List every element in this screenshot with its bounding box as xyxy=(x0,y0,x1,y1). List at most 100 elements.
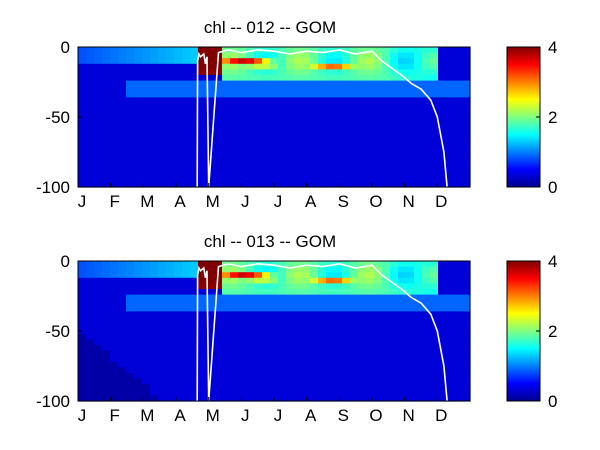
heatmap-cell xyxy=(302,103,311,110)
heatmap-cell xyxy=(94,170,103,177)
heatmap-cell xyxy=(310,52,319,59)
heatmap-cell xyxy=(278,350,287,357)
heatmap-cell xyxy=(86,384,95,391)
heatmap-cell xyxy=(414,52,423,59)
heatmap-cell xyxy=(158,277,167,284)
heatmap-cell xyxy=(182,164,191,171)
heatmap-cell xyxy=(454,119,463,126)
heatmap-cell xyxy=(110,389,119,396)
heatmap-cell xyxy=(94,114,103,121)
heatmap-cell xyxy=(350,361,359,368)
heatmap-cell xyxy=(142,300,151,307)
heatmap-cell xyxy=(422,142,431,149)
heatmap-cell xyxy=(222,86,231,93)
heatmap-cell xyxy=(438,47,447,54)
heatmap-cell xyxy=(454,52,463,59)
heatmap-cell xyxy=(374,317,383,324)
heatmap-cell xyxy=(350,181,359,188)
heatmap-cell xyxy=(150,69,159,76)
heatmap-cell xyxy=(302,266,311,273)
heatmap-cell xyxy=(158,63,167,70)
heatmap-cell xyxy=(198,69,207,76)
heatmap-cell xyxy=(78,75,87,82)
heatmap-cell xyxy=(166,103,175,110)
heatmap-cell xyxy=(174,153,183,160)
heatmap-cell xyxy=(278,80,287,87)
heatmap-cell xyxy=(398,164,407,171)
heatmap-cell xyxy=(438,80,447,87)
colorbar-tick-label: 4 xyxy=(548,252,557,271)
heatmap-cell xyxy=(358,356,367,363)
heatmap-cell xyxy=(126,80,135,87)
heatmap-cell xyxy=(342,175,351,182)
heatmap-cell xyxy=(102,283,111,290)
colorbar-1 xyxy=(506,46,541,188)
heatmap-cell xyxy=(222,395,231,402)
heatmap-cell xyxy=(214,373,223,380)
heatmap-cell xyxy=(390,389,399,396)
heatmap-cell xyxy=(166,333,175,340)
heatmap-cell xyxy=(222,97,231,104)
heatmap-cell xyxy=(118,119,127,126)
heatmap-cell xyxy=(150,97,159,104)
heatmap-cell xyxy=(382,266,391,273)
heatmap-cell xyxy=(454,322,463,329)
heatmap-cell xyxy=(374,322,383,329)
heatmap-cell xyxy=(342,131,351,138)
heatmap-cell xyxy=(358,373,367,380)
heatmap-cell xyxy=(78,142,87,149)
heatmap-cell xyxy=(222,119,231,126)
heatmap-cell xyxy=(222,153,231,160)
heatmap-cell xyxy=(190,333,199,340)
heatmap-cell xyxy=(254,58,263,65)
heatmap-cell xyxy=(334,147,343,154)
heatmap-cell xyxy=(422,103,431,110)
heatmap-cell xyxy=(166,47,175,54)
heatmap-cell xyxy=(334,300,343,307)
heatmap-cell xyxy=(134,294,143,301)
heatmap-cell xyxy=(246,159,255,166)
heatmap-cell xyxy=(134,378,143,385)
heatmap-cell xyxy=(422,289,431,296)
heatmap-cell xyxy=(246,294,255,301)
heatmap-cell xyxy=(238,322,247,329)
heatmap-cell xyxy=(222,80,231,87)
heatmap-cell xyxy=(262,131,271,138)
heatmap-cell xyxy=(366,317,375,324)
heatmap-cell xyxy=(326,294,335,301)
heatmap-cell xyxy=(182,261,191,268)
heatmap-cell xyxy=(254,75,263,82)
heatmap-cell xyxy=(102,159,111,166)
heatmap-cell xyxy=(238,75,247,82)
heatmap-cell xyxy=(190,103,199,110)
heatmap-cell xyxy=(182,305,191,312)
heatmap-cell xyxy=(134,367,143,374)
heatmap-cell xyxy=(206,69,215,76)
heatmap-cell xyxy=(262,367,271,374)
heatmap-cell xyxy=(334,170,343,177)
heatmap-cell xyxy=(78,272,87,279)
heatmap-cell xyxy=(254,333,263,340)
heatmap-cell xyxy=(326,339,335,346)
heatmap-cell xyxy=(158,328,167,335)
heatmap-cell xyxy=(134,63,143,70)
heatmap-cell xyxy=(110,142,119,149)
heatmap-cell xyxy=(334,311,343,318)
heatmap-cell xyxy=(310,75,319,82)
heatmap-cell xyxy=(382,339,391,346)
heatmap-cell xyxy=(118,283,127,290)
heatmap-cell xyxy=(150,91,159,98)
heatmap-cell xyxy=(206,125,215,132)
heatmap-cell xyxy=(326,345,335,352)
heatmap-cell xyxy=(342,333,351,340)
heatmap-cell xyxy=(270,311,279,318)
heatmap-cell xyxy=(190,289,199,296)
heatmap-cell xyxy=(190,261,199,268)
heatmap-cell xyxy=(270,153,279,160)
heatmap-cell xyxy=(446,350,455,357)
heatmap-cell xyxy=(278,91,287,98)
heatmap-cell xyxy=(462,147,471,154)
heatmap-cell xyxy=(198,114,207,121)
heatmap-cell xyxy=(174,108,183,115)
heatmap-cell xyxy=(334,75,343,82)
